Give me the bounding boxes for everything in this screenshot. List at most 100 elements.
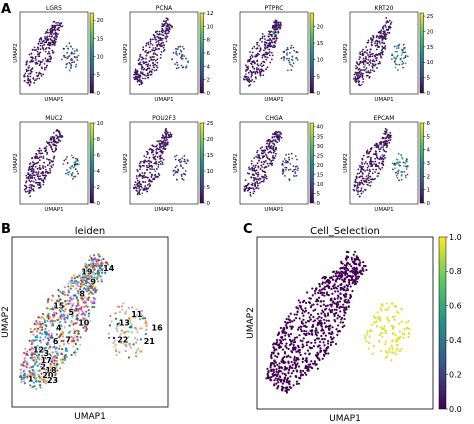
cell-point: [255, 187, 257, 190]
cell-point: [140, 327, 143, 330]
cell-point: [283, 352, 287, 355]
cell-point: [370, 181, 372, 183]
cell-point: [28, 166, 31, 169]
cell-point: [342, 288, 346, 292]
cell-point: [371, 55, 374, 58]
cell-point: [320, 349, 323, 352]
cell-point: [70, 154, 73, 157]
cell-point: [152, 33, 155, 36]
cell-point: [370, 156, 372, 159]
cell-point: [323, 318, 326, 321]
cell-point: [357, 193, 359, 196]
cell-point: [397, 338, 400, 341]
cell-point: [144, 332, 147, 336]
cell-point: [51, 26, 54, 29]
cell-point: [365, 178, 368, 180]
cell-point: [265, 53, 267, 56]
cell-point: [360, 192, 363, 195]
cell-point: [401, 63, 404, 66]
cell-point: [389, 26, 392, 29]
cell-point: [52, 40, 54, 43]
cell-point: [296, 370, 299, 373]
cell-point: [77, 309, 80, 313]
cell-point: [136, 177, 138, 180]
cell-point: [330, 287, 333, 291]
cell-point: [396, 347, 399, 350]
cell-point: [374, 42, 376, 45]
cell-point: [337, 285, 340, 288]
cell-point: [344, 298, 347, 301]
gene-panel-colorbar-tick-label: 10: [97, 55, 104, 61]
cell-point: [139, 317, 142, 320]
cell-point: [392, 168, 394, 171]
cell-point: [135, 71, 138, 74]
cell-point: [42, 39, 45, 42]
cell-point: [154, 38, 157, 40]
cell-point: [108, 324, 112, 327]
cell-point: [256, 149, 259, 152]
cell-point: [51, 29, 54, 32]
cell-point: [87, 289, 90, 292]
cell-point: [296, 59, 299, 61]
cell-point: [365, 56, 367, 58]
cell-point: [27, 66, 30, 69]
cell-point: [401, 158, 404, 160]
cell-point: [85, 290, 88, 293]
cell-point: [55, 359, 58, 363]
cell-point: [84, 276, 88, 279]
gene-panel-colorbar-tick-label: 35: [317, 134, 324, 140]
cell-point: [324, 276, 327, 279]
cell-point: [150, 73, 153, 76]
gene-panel-colorbar-tick-label: 20: [427, 29, 434, 35]
cell-point: [384, 340, 387, 343]
cell-point: [30, 59, 33, 62]
cell-point: [328, 276, 332, 279]
cell-point: [50, 334, 53, 338]
cell-point: [255, 77, 257, 80]
cell-point: [249, 51, 251, 53]
cell-point: [76, 162, 78, 165]
cell-point: [367, 39, 370, 42]
cell-point: [269, 38, 272, 41]
cell-point: [133, 183, 136, 186]
cell-point: [166, 29, 169, 32]
cell-point: [290, 360, 293, 364]
cell-point: [336, 294, 340, 297]
cell-point: [19, 371, 22, 375]
selection-colorbar-tick-label: 0.8: [449, 267, 462, 276]
cell-point: [254, 183, 256, 186]
cell-point: [270, 39, 273, 42]
cell-point: [176, 61, 178, 64]
cell-point: [134, 337, 137, 340]
panel-title: MUC2: [45, 115, 63, 122]
cell-point: [45, 333, 48, 336]
cluster-label: 6: [53, 337, 59, 346]
cell-point: [154, 59, 157, 62]
cell-point: [31, 57, 34, 60]
cell-point: [315, 363, 318, 366]
cell-point: [149, 42, 152, 45]
cell-point: [97, 259, 100, 262]
cell-point: [100, 280, 103, 283]
cell-point: [384, 331, 387, 335]
cell-point: [361, 76, 364, 79]
cell-point: [342, 306, 345, 309]
gene-panel-colorbar-tick-label: 1: [427, 188, 431, 194]
cell-point: [127, 306, 130, 309]
cell-point: [37, 161, 40, 164]
cell-point: [252, 187, 255, 189]
cell-point: [99, 266, 102, 269]
cell-point: [317, 296, 321, 299]
cell-point: [365, 46, 368, 48]
cell-point: [273, 364, 276, 367]
cell-point: [374, 153, 377, 156]
cell-point: [55, 134, 58, 137]
cell-point: [338, 300, 342, 303]
cell-point: [369, 55, 371, 58]
cell-point: [37, 149, 39, 152]
cell-point: [381, 154, 384, 157]
cell-point: [309, 297, 312, 300]
cell-point: [250, 187, 253, 190]
cell-point: [52, 157, 55, 160]
cell-point: [300, 330, 303, 333]
